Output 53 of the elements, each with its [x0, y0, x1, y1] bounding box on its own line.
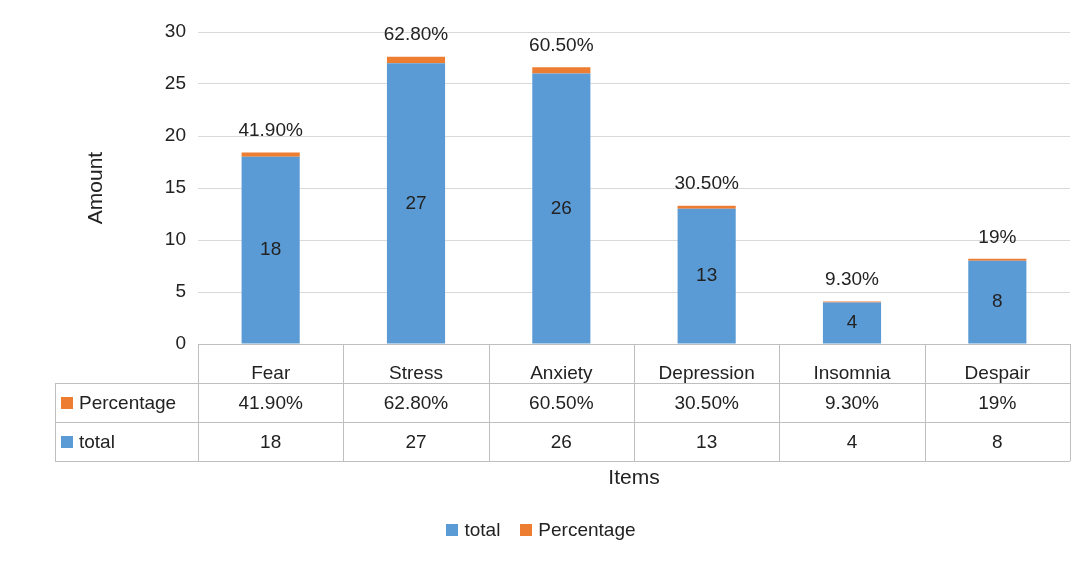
text: Percentage: [538, 519, 636, 540]
x-tick-label: Insomnia: [813, 361, 891, 383]
y-tick-label: 10: [164, 228, 186, 250]
text: 4: [846, 311, 858, 333]
text: 19%: [978, 225, 1017, 247]
bar: [386, 63, 446, 344]
bar: [968, 260, 1027, 344]
data-label: 13: [695, 429, 719, 454]
text: 41.90%: [238, 119, 303, 141]
data-label: 9.30%: [824, 390, 880, 415]
y-tick-label: 0: [175, 332, 186, 354]
data-label: 30.50%: [673, 390, 740, 415]
data-label: 41.90%: [237, 390, 304, 415]
x-tick-label: Stress: [389, 361, 443, 383]
data-label: 27: [404, 429, 428, 454]
bar: [822, 302, 882, 344]
text: 30.50%: [674, 172, 739, 194]
data-label: 60.50%: [528, 390, 595, 415]
x-axis-title: Items: [608, 465, 660, 489]
text: 18: [260, 238, 282, 260]
data-label: 18: [259, 429, 283, 454]
bar: [677, 208, 736, 344]
legend-label: Percentage: [78, 390, 178, 415]
x-tick-label: Depression: [658, 361, 755, 383]
text: 62.80%: [383, 23, 449, 45]
y-axis-title: Amount: [83, 151, 107, 225]
text: total: [464, 519, 501, 540]
data-label: 19%: [977, 390, 1018, 415]
bar: [386, 56, 446, 64]
y-tick-label: 20: [164, 124, 186, 146]
bar: [532, 73, 591, 344]
y-tick-label: 30: [164, 20, 186, 42]
text: 26: [550, 196, 572, 218]
x-tick-label: Fear: [251, 361, 291, 383]
data-label: 8: [991, 429, 1004, 454]
y-tick-label: 5: [175, 280, 186, 302]
text: 13: [696, 264, 718, 286]
bar: [241, 156, 300, 344]
bar: [532, 67, 591, 74]
x-tick-label: Anxiety: [530, 361, 593, 383]
legend-label: total: [78, 429, 116, 454]
text: 60.50%: [529, 34, 594, 56]
text: 27: [405, 191, 427, 213]
data-label: 62.80%: [382, 390, 450, 415]
bar: [677, 205, 736, 209]
x-tick-label: Despair: [964, 361, 1031, 383]
data-label: 4: [845, 429, 859, 454]
data-label: 26: [549, 429, 573, 454]
y-tick-label: 25: [164, 72, 186, 94]
text: 9.30%: [825, 268, 879, 290]
text: 8: [992, 290, 1003, 312]
bar: [241, 152, 300, 157]
y-tick-label: 15: [164, 176, 186, 198]
